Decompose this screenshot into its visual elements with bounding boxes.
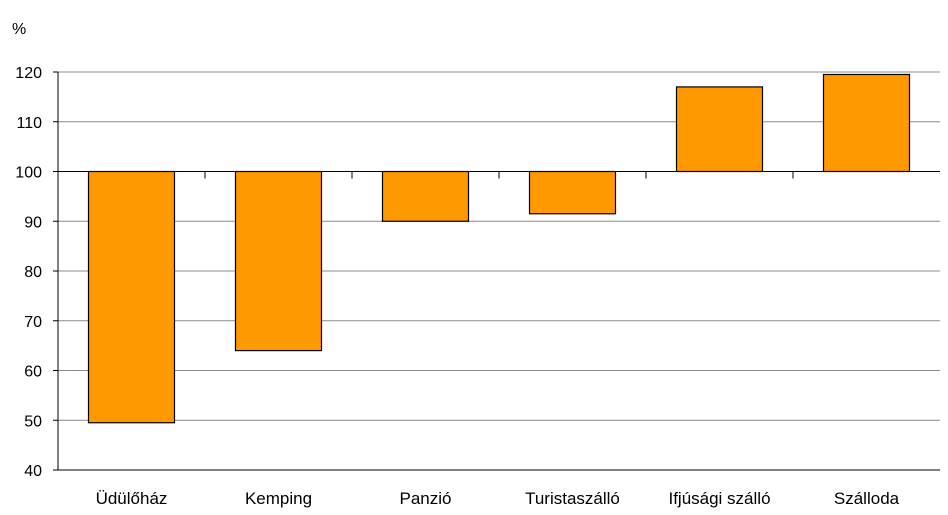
x-category-label: Üdülőház xyxy=(96,489,168,508)
y-tick-labels: 40 50 60 70 80 90 100 110 120 xyxy=(15,65,42,480)
x-category-label: Szálloda xyxy=(834,489,900,508)
y-tick-label: 80 xyxy=(24,264,42,281)
bar-5 xyxy=(675,86,764,173)
bars xyxy=(87,73,911,424)
y-tick-label: 40 xyxy=(24,463,42,480)
x-category-labels: Üdülőház Kemping Panzió Turistaszálló Ifjúsá… xyxy=(96,489,900,508)
axes xyxy=(53,71,940,471)
x-category-label: Panzió xyxy=(400,489,452,508)
y-unit-label: % xyxy=(12,21,26,38)
x-category-label: Kemping xyxy=(245,489,312,508)
bar-4 xyxy=(528,170,617,215)
y-tick-label: 50 xyxy=(24,413,42,430)
gridlines xyxy=(58,71,940,421)
x-category-label: Ifjúsági szálló xyxy=(668,489,770,508)
bar-2 xyxy=(234,170,323,352)
bar-1 xyxy=(87,170,176,424)
y-tick-label: 70 xyxy=(24,314,42,331)
bar-6 xyxy=(822,73,911,173)
x-category-label: Turistaszálló xyxy=(525,489,620,508)
y-tick-label: 110 xyxy=(16,115,42,132)
y-tick-label: 90 xyxy=(24,214,42,231)
y-tick-label: 60 xyxy=(24,364,42,381)
y-tick-label: 100 xyxy=(15,165,42,182)
bar-3 xyxy=(381,170,470,222)
y-tick-label: 120 xyxy=(15,65,42,82)
